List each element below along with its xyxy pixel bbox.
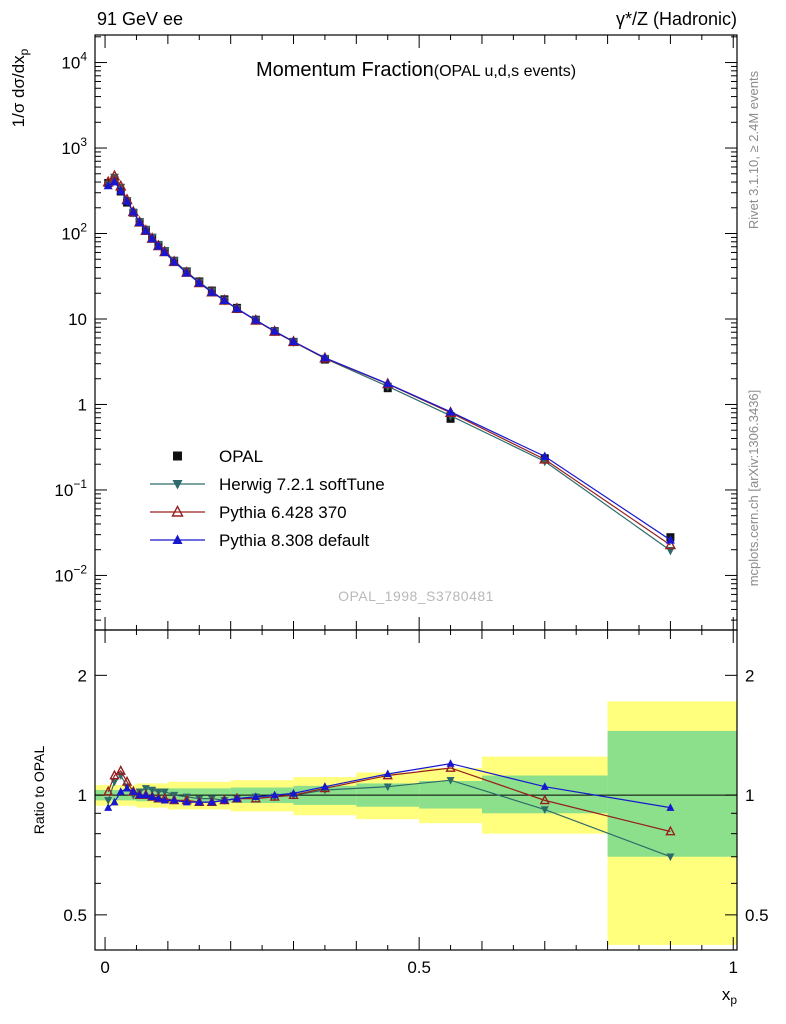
main-series-pythia-8-308-default (103, 176, 675, 544)
legend-item-pythia-6-428-370: Pythia 6.428 370 (150, 503, 347, 522)
svg-text:Momentum Fraction(OPAL u,d,s e: Momentum Fraction(OPAL u,d,s events) (256, 59, 576, 81)
svg-text:OPAL_1998_S3780481: OPAL_1998_S3780481 (338, 588, 494, 604)
plot-title: Momentum Fraction(OPAL u,d,s events) (256, 59, 576, 81)
ratio-x-axis-ticks (104, 630, 734, 950)
main-y-tick-label: 10 (68, 310, 87, 329)
legend-label: Pythia 6.428 370 (219, 503, 347, 522)
main-y-tick-label: 103 (61, 135, 87, 158)
main-y-tick-label: 104 (61, 50, 87, 73)
legend-item-herwig-7-2-1-softtune: Herwig 7.2.1 softTune (150, 475, 385, 494)
legend-item-opal: OPAL (173, 447, 263, 466)
header-left-label: 91 GeV ee (97, 9, 183, 29)
legend-label: Herwig 7.2.1 softTune (219, 475, 385, 494)
ratio-series-pythia-8-308-default (104, 759, 675, 811)
side-notes: Rivet 3.1.10, ≥ 2.4M events mcplots.cern.… (746, 70, 761, 586)
ratio-y-tick-label: 1 (78, 786, 87, 805)
main-x-axis-ticks (104, 35, 734, 630)
legend-label: OPAL (219, 447, 263, 466)
ratio-y-axis-label: Ratio to OPAL (31, 746, 47, 835)
main-y-tick-label: 10−1 (54, 477, 87, 500)
header: 91 GeV ee γ*/Z (Hadronic) (97, 9, 737, 29)
main-y-tick-label: 102 (61, 221, 87, 244)
ratio-y-tick-label: 0.5 (63, 906, 87, 925)
svg-text:Ratio to OPAL: Ratio to OPAL (31, 746, 47, 835)
ratio-y-tick-label-right: 1 (745, 786, 754, 805)
main-y-tick-label: 1 (78, 395, 87, 414)
ratio-x-tick-label: 1 (728, 958, 737, 977)
ratio-y-tick-label: 2 (78, 666, 87, 685)
rivet-version-note: Rivet 3.1.10, ≥ 2.4M events (746, 70, 761, 229)
header-right-label: γ*/Z (Hadronic) (616, 9, 737, 29)
ratio-x-axis-labels: 0 0.5 1 (100, 958, 738, 977)
legend-item-pythia-8-308-default: Pythia 8.308 default (150, 531, 370, 550)
svg-text:xp: xp (722, 985, 738, 1007)
ratio-x-tick-label: 0 (100, 958, 109, 977)
x-axis-label: xp (722, 985, 738, 1007)
mcplots-note: mcplots.cern.ch [arXiv:1306.3436] (746, 390, 761, 587)
legend: OPAL Herwig 7.2.1 softTune Pythia 6.428 37… (150, 447, 385, 550)
main-y-axis-label: 1/σ dσ/dxp (9, 48, 31, 127)
ratio-x-tick-label: 0.5 (407, 958, 431, 977)
ratio-y-tick-label-right: 2 (745, 666, 754, 685)
main-y-tick-label: 10−2 (54, 562, 87, 585)
ratio-y-tick-label-right: 0.5 (745, 906, 769, 925)
svg-text:1/σ dσ/dxp: 1/σ dσ/dxp (9, 48, 31, 127)
watermark: OPAL_1998_S3780481 (338, 588, 494, 604)
legend-label: Pythia 8.308 default (219, 531, 370, 550)
ratio-y-axis: 2 2 1 1 0.5 0.5 (63, 666, 768, 925)
